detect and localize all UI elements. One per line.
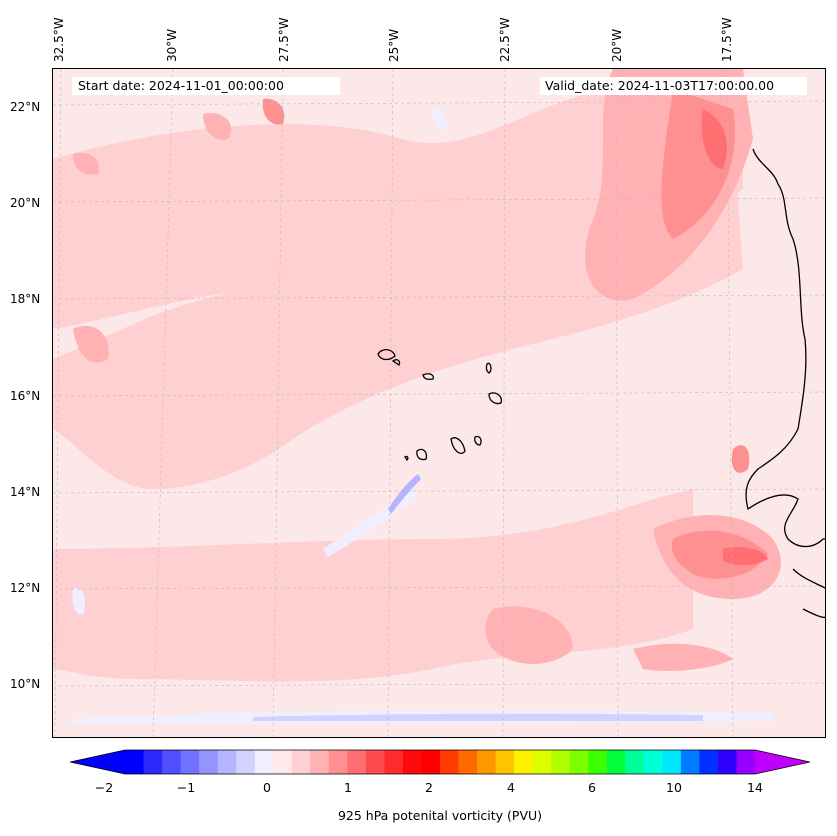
- colorbar-segment: [588, 750, 608, 774]
- colorbar-under-arrow: [70, 750, 125, 774]
- colorbar-segment: [143, 750, 163, 774]
- colorbar-segment: [440, 750, 460, 774]
- valid-date-label: Valid_date: 2024-11-03T17:00:00.00: [540, 77, 807, 95]
- longitude-label: 30°W: [165, 28, 179, 62]
- colorbar-segment: [514, 750, 534, 774]
- latitude-label: 16°N: [10, 389, 41, 403]
- colorbar-segment: [680, 750, 700, 774]
- colorbar-segment: [273, 750, 293, 774]
- colorbar-segment: [162, 750, 182, 774]
- longitude-label: 20°W: [610, 28, 624, 62]
- colorbar-segment: [495, 750, 515, 774]
- latitude-label: 22°N: [10, 100, 41, 114]
- colorbar-segment: [625, 750, 645, 774]
- colorbar-tick-label: 4: [507, 780, 515, 795]
- latitude-label: 12°N: [10, 581, 41, 595]
- negative-pv-streaks: [72, 108, 773, 724]
- colorbar-segment: [569, 750, 589, 774]
- colorbar-segment: [606, 750, 626, 774]
- colorbar-segment: [477, 750, 497, 774]
- colorbar-segment: [199, 750, 219, 774]
- colorbar-segment: [699, 750, 719, 774]
- colorbar-segment: [310, 750, 330, 774]
- colorbar-tick-label: −2: [94, 780, 114, 795]
- colorbar-tick-label: 2: [425, 780, 433, 795]
- latitude-label: 20°N: [10, 196, 41, 210]
- latitude-label: 18°N: [10, 292, 41, 306]
- longitude-label: 17.5°W: [720, 17, 734, 62]
- colorbar-segment: [347, 750, 367, 774]
- colorbar-segment: [458, 750, 478, 774]
- gridlines: [53, 69, 825, 737]
- longitude-label: 25°W: [387, 28, 401, 62]
- map-area[interactable]: [52, 68, 826, 738]
- longitude-label: 22.5°W: [498, 17, 512, 62]
- colorbar-segment: [291, 750, 311, 774]
- colorbar-segment: [180, 750, 200, 774]
- colorbar-segment: [236, 750, 256, 774]
- colorbar-tick-label: 6: [588, 780, 596, 795]
- colorbar: [70, 749, 810, 775]
- pv-contours: [53, 69, 781, 682]
- colorbar-segment: [662, 750, 682, 774]
- colorbar-tick-label: −1: [176, 780, 196, 795]
- colorbar-segment: [736, 750, 756, 774]
- colorbar-segment: [125, 750, 145, 774]
- longitude-label: 32.5°W: [52, 17, 66, 62]
- colorbar-segment: [328, 750, 348, 774]
- colorbar-segment: [217, 750, 237, 774]
- colorbar-tick-label: 14: [747, 780, 763, 795]
- colorbar-segment: [421, 750, 441, 774]
- longitude-label: 27.5°W: [277, 17, 291, 62]
- latitude-label: 10°N: [10, 677, 41, 691]
- colorbar-segment: [384, 750, 404, 774]
- colorbar-title: 925 hPa potenital vorticity (PVU): [337, 808, 543, 823]
- latitude-label: 14°N: [10, 485, 41, 499]
- colorbar-segment: [365, 750, 385, 774]
- colorbar-segment: [402, 750, 422, 774]
- colorbar-tick-label: 10: [666, 780, 682, 795]
- colorbar-segment: [532, 750, 552, 774]
- pv-field-map: [53, 69, 825, 737]
- colorbar-segment: [551, 750, 571, 774]
- colorbar-segment: [717, 750, 737, 774]
- colorbar-segment: [643, 750, 663, 774]
- start-date-label: Start date: 2024-11-01_00:00:00: [72, 77, 340, 95]
- colorbar-segment: [254, 750, 274, 774]
- coastlines: [377, 148, 825, 619]
- colorbar-tick-label: 0: [263, 780, 271, 795]
- colorbar-over-arrow: [755, 750, 810, 774]
- colorbar-tick-label: 1: [344, 780, 352, 795]
